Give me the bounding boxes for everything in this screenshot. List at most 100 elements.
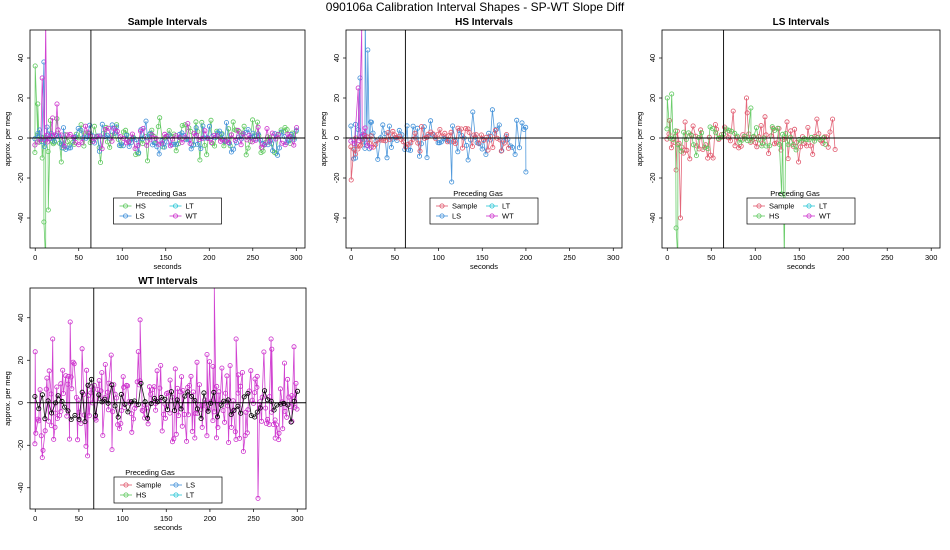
chart-sample-line-wt xyxy=(34,30,297,150)
chart-wt-point-wt xyxy=(185,412,191,418)
chart-wt-point-wt xyxy=(261,349,267,355)
chart-sample-point-wt xyxy=(144,142,150,148)
chart-wt-point-wt xyxy=(39,455,45,461)
chart-wt-legend-label-hs: HS xyxy=(136,491,146,500)
chart-wt-point-wt xyxy=(179,374,185,380)
chart-sample-point-hs xyxy=(32,63,38,69)
chart-hs-ytick-label: -40 xyxy=(332,213,341,224)
chart-hs-point-sample xyxy=(471,132,477,138)
chart-hs-point-ls xyxy=(470,109,476,115)
chart-sample-point-hs xyxy=(39,155,45,161)
chart-sample-point-wt xyxy=(156,141,162,147)
chart-sample-point-wt xyxy=(38,136,44,142)
chart-ls-point-hs xyxy=(744,138,750,144)
chart-wt-point-other xyxy=(62,404,68,410)
chart-ls-xtick-label: 200 xyxy=(837,253,850,262)
chart-hs-xlabel: seconds xyxy=(470,262,498,271)
chart-hs-point-wt xyxy=(360,30,364,31)
chart-hs-xtick-label: 100 xyxy=(432,253,445,262)
chart-hs-point-ls xyxy=(523,169,529,175)
chart-ls-point-hs xyxy=(785,142,791,148)
chart-hs-point-ls xyxy=(406,147,412,153)
chart-ls-xtick-label: 100 xyxy=(749,253,762,262)
chart-wt-point-wt xyxy=(199,402,205,408)
chart-sample-point-ls xyxy=(133,137,139,143)
chart-hs-point-sample xyxy=(433,136,439,142)
chart-ls-point-sample xyxy=(792,126,798,132)
chart-ls-point-sample xyxy=(712,122,718,128)
chart-hs-point-ls xyxy=(479,146,485,152)
chart-wt-point-wt xyxy=(167,377,173,383)
chart-ls-point-sample xyxy=(664,136,670,142)
chart-hs-point-ls xyxy=(399,132,405,138)
chart-ls-point-hs xyxy=(678,148,684,154)
chart-wt-point-wt xyxy=(233,336,239,342)
chart-hs-point-ls xyxy=(483,151,489,157)
chart-sample-point-hs xyxy=(35,101,41,107)
chart-sample-point-wt xyxy=(240,131,246,137)
chart-sample-point-wt xyxy=(159,140,165,146)
chart-sample-point-ls xyxy=(278,129,284,135)
chart-sample-point-wt xyxy=(235,127,241,133)
chart-hs-legend-label-ls: LS xyxy=(452,212,461,221)
chart-ls-point-hs xyxy=(664,126,670,132)
chart-sample-point-hs xyxy=(241,123,247,129)
chart-sample-point-hs xyxy=(260,148,266,154)
chart-ls-xlabel: seconds xyxy=(787,262,815,271)
chart-wt-point-wt xyxy=(196,382,202,388)
chart-ls-frame xyxy=(661,29,941,249)
chart-sample-point-wt xyxy=(264,126,270,132)
chart-wt-legend-swatch-point xyxy=(123,482,129,488)
chart-ls-point-hs xyxy=(809,134,815,140)
chart-wt-point-wt xyxy=(246,388,252,394)
chart-wt-point-wt xyxy=(254,373,260,379)
chart-wt-point-other xyxy=(85,382,91,388)
chart-wt-point-wt xyxy=(64,413,70,419)
chart-sample-title: Sample Intervals xyxy=(128,17,208,28)
chart-sample-point-wt xyxy=(258,144,264,150)
chart-ls-point-hs xyxy=(769,124,775,130)
chart-ls-point-hs xyxy=(699,130,705,136)
chart-ls-legend-box xyxy=(746,197,856,225)
chart-sample-legend-label-ls: LS xyxy=(136,212,145,221)
chart-wt-point-other xyxy=(194,406,200,412)
chart-wt-point-wt xyxy=(235,372,241,378)
chart-sample-point-ls xyxy=(104,132,110,138)
chart-wt-point-other xyxy=(268,398,274,404)
chart-ls-point-sample xyxy=(758,123,764,129)
chart-wt-point-wt xyxy=(132,405,138,411)
chart-sample-point-hs xyxy=(173,148,179,154)
chart-wt-point-other xyxy=(109,382,115,388)
chart-wt-point-other xyxy=(118,391,124,397)
chart-wt-point-other xyxy=(189,393,195,399)
chart-hs-legend-label-lt: LT xyxy=(502,202,511,211)
chart-wt-point-wt xyxy=(142,415,148,421)
chart-wt-point-wt xyxy=(252,390,258,396)
chart-sample-point-wt xyxy=(137,128,143,134)
chart-wt-point-wt xyxy=(46,368,52,374)
chart-ls-point-hs xyxy=(822,141,828,147)
chart-wt-point-wt xyxy=(63,373,69,379)
chart-hs-legend-label-sample: Sample xyxy=(452,202,477,211)
chart-wt-point-wt xyxy=(65,381,71,387)
chart-hs-point-ls xyxy=(417,153,423,159)
chart-wt-point-wt xyxy=(202,397,208,403)
chart-ls-point-hs xyxy=(718,135,724,141)
chart-wt-point-wt xyxy=(86,413,92,419)
chart-sample-point-ls xyxy=(84,134,90,140)
chart-wt-point-wt xyxy=(98,388,104,394)
chart-wt-point-wt xyxy=(192,435,198,441)
chart-ls-point-sample xyxy=(774,140,780,146)
chart-wt-point-other xyxy=(262,388,268,394)
chart-hs-point-ls xyxy=(494,126,500,132)
chart-wt-point-other xyxy=(128,399,134,405)
chart-hs-point-ls xyxy=(447,139,453,145)
chart-sample-point-ls xyxy=(32,136,38,142)
chart-wt-point-wt xyxy=(44,375,50,381)
chart-sample-point-hs xyxy=(233,127,239,133)
chart-sample-legend-swatch-point xyxy=(172,203,178,209)
chart-wt-point-wt xyxy=(177,389,183,395)
chart-wt-point-other xyxy=(162,396,168,402)
chart-hs-intervals: HS Intervals 0 50 100 150 200 250 300 -40 -20 0 20 4… xyxy=(319,17,623,271)
chart-hs-legend-swatch-point xyxy=(439,213,445,219)
